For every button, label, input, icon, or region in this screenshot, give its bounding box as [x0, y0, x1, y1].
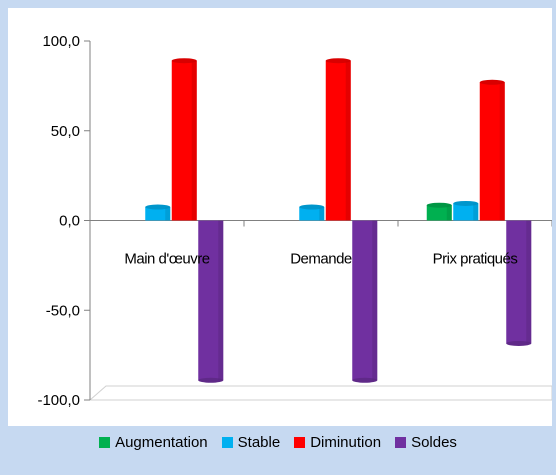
y-tick-label: 50,0 [51, 123, 80, 140]
legend-label: Augmentation [115, 433, 208, 451]
bar-cap [198, 377, 224, 383]
bar-shade [218, 220, 224, 381]
bar-soldes [198, 220, 224, 383]
bar-cap [426, 202, 452, 208]
category-label: Prix pratiqués [433, 251, 518, 268]
bar-series [145, 58, 532, 383]
legend-label: Soldes [411, 433, 457, 451]
legend-swatch [395, 436, 407, 448]
bar-cap [453, 200, 479, 206]
legend-item-soldes: Soldes [395, 434, 457, 451]
bar-body [299, 207, 325, 221]
y-tick-label: -50,0 [46, 302, 80, 319]
bar-soldes [352, 220, 378, 383]
bar-shade [345, 60, 351, 221]
bar-cap [479, 79, 505, 85]
y-tick-label: 100,0 [42, 33, 80, 50]
bar-stable [453, 200, 479, 221]
legend-swatch [99, 436, 111, 448]
bar-augmentation [426, 202, 452, 221]
bar-cap [325, 58, 351, 64]
bar-diminution [479, 79, 505, 221]
bar-body [426, 205, 452, 221]
bar-shade [191, 60, 197, 221]
legend-item-diminution: Diminution [294, 434, 381, 451]
bar-shade [446, 205, 452, 221]
legend-item-stable: Stable [221, 433, 281, 451]
category-labels: Main d'œuvre Demande Prix pratiqués [124, 251, 517, 268]
bar-shade [473, 203, 479, 221]
legend-label: Stable [237, 433, 281, 451]
bar-chart: -100,0 -50,0 0,0 50,0 100,0 Main d'œuvre Dema… [37, 33, 552, 409]
bar-shade [499, 82, 505, 221]
bar-diminution [171, 58, 197, 221]
bar-cap [145, 204, 171, 210]
bar-cap [171, 58, 197, 64]
bar-diminution [325, 58, 351, 221]
floor-plane [88, 385, 552, 401]
bar-soldes [506, 220, 532, 346]
category-label: Main d'œuvre [124, 251, 209, 268]
bar-cap [299, 204, 325, 210]
bar-body [145, 207, 171, 221]
legend-item-augmentation: Augmentation [99, 434, 208, 451]
chart-area: -100,0 -50,0 0,0 50,0 100,0 Main d'œuvre Dema… [8, 8, 552, 426]
legend-swatch [221, 436, 233, 448]
y-tick-label: 0,0 [59, 213, 80, 230]
bar-shade [372, 220, 378, 381]
bar-shade [319, 207, 325, 221]
y-tick-label: -100,0 [37, 392, 80, 409]
legend-swatch [294, 436, 306, 448]
bar-shade [165, 207, 171, 221]
bar-cap [506, 340, 532, 346]
bar-stable [299, 204, 325, 221]
y-axis: -100,0 -50,0 0,0 50,0 100,0 [37, 33, 552, 409]
bar-stable [145, 204, 171, 221]
category-label: Demande [290, 251, 352, 268]
bar-body [453, 203, 479, 221]
chart-floor [88, 385, 552, 401]
bar-cap [352, 377, 378, 383]
legend-label: Diminution [310, 433, 382, 451]
bar-shade [526, 220, 532, 344]
legend: Augmentation Stable Diminution Soldes [0, 428, 556, 456]
